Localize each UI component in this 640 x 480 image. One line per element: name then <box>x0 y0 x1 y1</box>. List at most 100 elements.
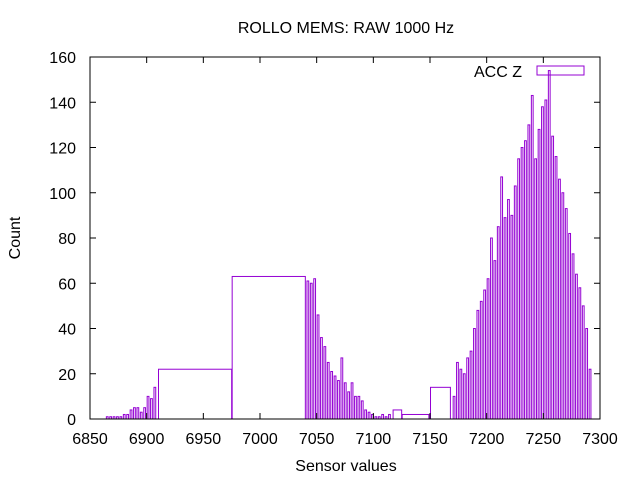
histogram-bar-57 <box>493 260 497 420</box>
histogram-bar-8 <box>133 407 136 420</box>
x-tick-label: 7200 <box>469 431 505 448</box>
histogram-bar-79 <box>568 232 572 420</box>
y-tick-label: 120 <box>49 141 76 158</box>
histogram-bar-35 <box>367 411 371 420</box>
histogram-bar-58 <box>496 226 500 420</box>
histogram-bar-84 <box>585 328 589 420</box>
histogram-bar-76 <box>558 178 561 420</box>
legend: ACC Z <box>474 64 585 81</box>
histogram-bar-51 <box>473 328 476 420</box>
x-tick-label: 6900 <box>129 431 165 448</box>
histogram-bar-34 <box>364 409 368 420</box>
y-tick-label: 100 <box>49 186 76 203</box>
histogram-bar-25 <box>333 375 337 420</box>
y-tick-label: 0 <box>67 412 76 429</box>
histogram-bar-12 <box>146 395 150 420</box>
x-tick-label: 6850 <box>72 431 108 448</box>
histogram-bars <box>105 70 592 420</box>
histogram-bar-14 <box>153 386 157 420</box>
histogram-bar-18 <box>309 282 313 420</box>
histogram-bar-39 <box>381 413 385 420</box>
y-tick-label: 140 <box>49 95 76 112</box>
y-tick-label: 20 <box>58 367 76 384</box>
y-tick-label: 40 <box>58 322 76 339</box>
histogram-bar-42 <box>392 409 403 420</box>
histogram-bar-73 <box>547 70 551 420</box>
histogram-bar-27 <box>340 357 344 420</box>
histogram-bar-15 <box>158 368 233 420</box>
histogram-bar-66 <box>524 140 527 420</box>
histogram-bar-54 <box>483 289 487 420</box>
histogram-bar-24 <box>330 370 334 420</box>
histogram-bar-80 <box>571 253 575 420</box>
y-axis-label: Count <box>7 216 24 259</box>
legend-swatch <box>536 65 585 76</box>
histogram-bar-46 <box>456 361 459 420</box>
x-tick-label: 6950 <box>186 431 222 448</box>
y-tick-label: 60 <box>58 276 76 293</box>
histogram-bar-23 <box>326 361 330 420</box>
histogram-bar-72 <box>544 99 548 420</box>
histogram-bar-7 <box>129 409 133 420</box>
x-tick-label: 7150 <box>412 431 448 448</box>
x-tick-label: 7100 <box>356 431 392 448</box>
histogram-bar-10 <box>139 411 143 420</box>
histogram-bar-59 <box>500 176 504 420</box>
histogram-bar-70 <box>537 128 541 420</box>
histogram-bar-69 <box>534 158 538 420</box>
histogram-bar-77 <box>561 192 565 420</box>
chart-title: ROLLO MEMS: RAW 1000 Hz <box>238 20 454 37</box>
histogram-bar-68 <box>530 94 534 420</box>
histogram-bar-43 <box>401 413 430 420</box>
histogram-bar-11 <box>143 407 147 420</box>
histogram-bar-81 <box>575 273 578 420</box>
histogram-bar-41 <box>388 413 391 420</box>
histogram-bar-83 <box>581 305 585 420</box>
y-tick-label: 160 <box>49 50 76 67</box>
histogram-bar-56 <box>490 237 493 420</box>
histogram-bar-67 <box>527 124 531 420</box>
x-axis-ticks: 6850 6900 6950 7000 7050 7100 7150 7200 7250 7300 <box>72 57 618 448</box>
histogram-bar-16 <box>231 275 306 420</box>
histogram-bar-65 <box>520 147 524 420</box>
y-tick-label: 80 <box>58 231 76 248</box>
histogram-bar-63 <box>513 185 517 420</box>
histogram-bar-53 <box>479 300 483 420</box>
histogram-bar-29 <box>347 391 351 420</box>
histogram-bar-82 <box>578 287 582 420</box>
histogram-bar-28 <box>343 382 347 420</box>
histogram-bar-31 <box>354 395 357 420</box>
histogram-bar-85 <box>588 368 592 420</box>
histogram-bar-9 <box>136 407 140 420</box>
plot-frame <box>89 56 601 420</box>
histogram-bar-17 <box>306 280 310 420</box>
histogram-bar-50 <box>469 350 473 420</box>
x-tick-label: 7000 <box>242 431 278 448</box>
histogram-bar-5 <box>122 413 126 420</box>
histogram-bar-45 <box>452 395 456 420</box>
x-axis-label: Sensor values <box>295 458 396 475</box>
histogram-bar-30 <box>350 382 354 420</box>
y-axis-ticks: 0 20 40 60 80 100 120 140 160 <box>49 50 600 429</box>
histogram-bar-52 <box>476 309 480 420</box>
histogram-bar-49 <box>466 357 470 420</box>
legend-label: ACC Z <box>474 64 522 81</box>
histogram-bar-47 <box>459 368 463 420</box>
histogram-bar-22 <box>323 346 327 420</box>
histogram-bar-60 <box>503 217 507 420</box>
histogram-bar-19 <box>313 278 317 420</box>
histogram-bar-33 <box>360 400 364 420</box>
histogram-bar-13 <box>150 398 153 420</box>
histogram-bar-26 <box>337 380 340 420</box>
x-tick-label: 7250 <box>526 431 562 448</box>
histogram-bar-32 <box>357 395 361 420</box>
histogram-bar-20 <box>316 314 320 420</box>
histogram-bar-78 <box>564 208 568 420</box>
histogram-bar-64 <box>517 158 521 420</box>
histogram-bar-48 <box>462 373 466 420</box>
histogram-bar-44 <box>430 386 451 420</box>
histogram-bar-55 <box>486 278 490 420</box>
histogram-bar-71 <box>541 106 544 420</box>
histogram-bar-61 <box>507 199 510 420</box>
